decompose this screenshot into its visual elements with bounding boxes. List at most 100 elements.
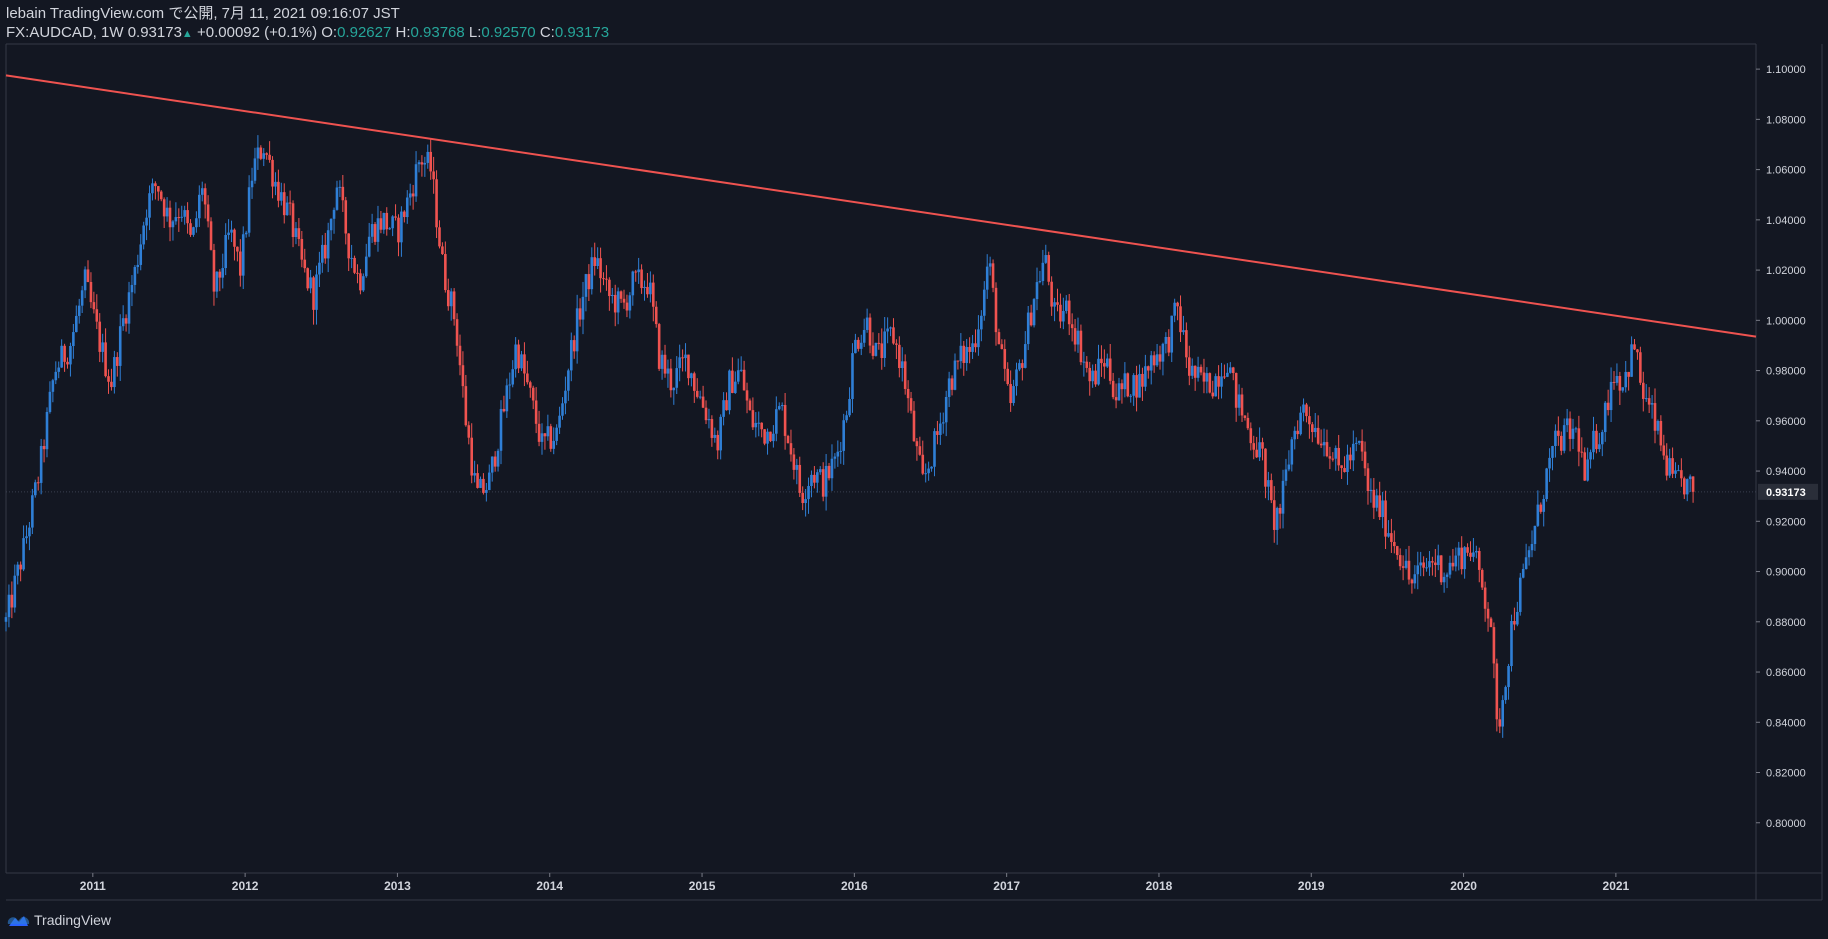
candle-body — [1328, 456, 1332, 459]
candle-body — [962, 345, 966, 363]
candle-body — [224, 235, 227, 269]
candle-body — [625, 302, 629, 311]
candle-body — [763, 429, 766, 444]
candle-body — [748, 400, 752, 411]
candle-body — [610, 294, 614, 297]
candle-body — [195, 218, 198, 228]
candle-body — [1003, 349, 1007, 369]
candle-body — [1202, 372, 1206, 382]
candle-body — [309, 277, 312, 289]
candle-body — [818, 469, 822, 473]
candle-body — [168, 207, 172, 228]
candle-body — [444, 254, 447, 291]
candle-body — [370, 224, 374, 237]
candle-body — [930, 466, 933, 469]
high-label: H: — [395, 24, 411, 41]
candle-body — [1237, 394, 1241, 408]
candle-body — [291, 203, 295, 238]
candle-body — [868, 317, 872, 346]
candle-body — [36, 482, 40, 484]
candle-body — [1559, 435, 1563, 451]
candle-body — [66, 361, 69, 365]
candle-body — [1682, 478, 1686, 495]
candle-body — [1009, 384, 1012, 404]
candle-body — [10, 594, 14, 608]
candle-body — [517, 344, 520, 369]
candle-body — [1103, 363, 1106, 367]
candle-body — [1108, 358, 1112, 381]
candle-body — [795, 464, 799, 470]
candle-body — [871, 345, 875, 356]
candle-body — [695, 390, 699, 397]
current-price-tag — [1758, 483, 1818, 500]
candle-body — [561, 403, 564, 416]
candle-body — [1337, 447, 1340, 466]
symbol-interval[interactable]: FX:AUDCAD, 1W — [6, 24, 124, 41]
price-axis[interactable]: 0.80000 0.82000 0.84000 0.86000 0.88000 0.900… — [1756, 64, 1818, 830]
candle-body — [452, 291, 456, 320]
candle-body — [713, 434, 717, 438]
candle-body — [1185, 330, 1188, 358]
candle-body — [1129, 395, 1133, 397]
candle-body — [851, 353, 854, 399]
candle-body — [605, 278, 608, 280]
candle-body — [244, 232, 248, 235]
candle-body — [1188, 357, 1191, 376]
candle-body — [1281, 480, 1285, 514]
trendline-layer[interactable] — [5, 74, 1757, 338]
candle-body — [1313, 427, 1317, 433]
current-price-label: 0.93173 — [1766, 487, 1806, 499]
candle-body — [912, 410, 916, 442]
brand-name[interactable]: TradingView — [34, 912, 112, 928]
candle-body — [722, 400, 725, 417]
candle-body — [657, 324, 661, 369]
candle-body — [1366, 468, 1370, 491]
candle-body — [1445, 574, 1449, 577]
candle-body — [739, 369, 743, 371]
candle-body — [397, 217, 400, 243]
candle-body — [1633, 344, 1636, 350]
candle-body — [45, 411, 49, 450]
candle-body — [1363, 451, 1367, 469]
time-axis[interactable]: 2011 2012 2013 2014 2015 2016 2017 2018 2019 2020… — [80, 873, 1630, 893]
candle-body — [113, 357, 116, 388]
candle-body — [567, 370, 570, 391]
candle-body — [1135, 375, 1138, 398]
candle-body — [848, 398, 851, 416]
x-tick-label: 2018 — [1146, 879, 1173, 893]
candle-body — [1592, 430, 1595, 453]
candle-body — [274, 181, 277, 187]
candle-body — [933, 431, 936, 467]
candle-body — [769, 431, 772, 442]
candle-body — [859, 342, 863, 349]
candle-body — [572, 340, 576, 352]
candle-body — [1442, 576, 1446, 583]
candle-body — [1331, 458, 1335, 460]
candle-body — [1680, 470, 1683, 479]
candle-body — [1249, 428, 1253, 444]
footer: TradingView — [6, 910, 111, 930]
candle-body — [186, 210, 189, 224]
candle-body — [833, 456, 837, 459]
candle-body — [1393, 541, 1396, 547]
candle-body — [209, 221, 213, 250]
candle-body — [300, 238, 304, 260]
resistance-trendline[interactable] — [5, 74, 1757, 338]
candle-body — [89, 281, 93, 303]
x-tick-label: 2019 — [1298, 879, 1325, 893]
candle-body — [1557, 430, 1560, 436]
candle-body — [13, 575, 17, 608]
candle-body — [1272, 500, 1276, 530]
candle-body — [666, 368, 670, 374]
candle-body — [118, 326, 122, 366]
candle-body — [142, 225, 145, 245]
candle-body — [1606, 402, 1610, 411]
up-arrow-icon: ▲ — [181, 28, 193, 40]
candle-body — [1064, 300, 1068, 311]
candle-body — [189, 223, 192, 235]
candle-body — [857, 339, 860, 349]
candle-body — [218, 271, 222, 278]
candle-body — [1577, 428, 1581, 452]
candle-body — [1100, 358, 1103, 364]
